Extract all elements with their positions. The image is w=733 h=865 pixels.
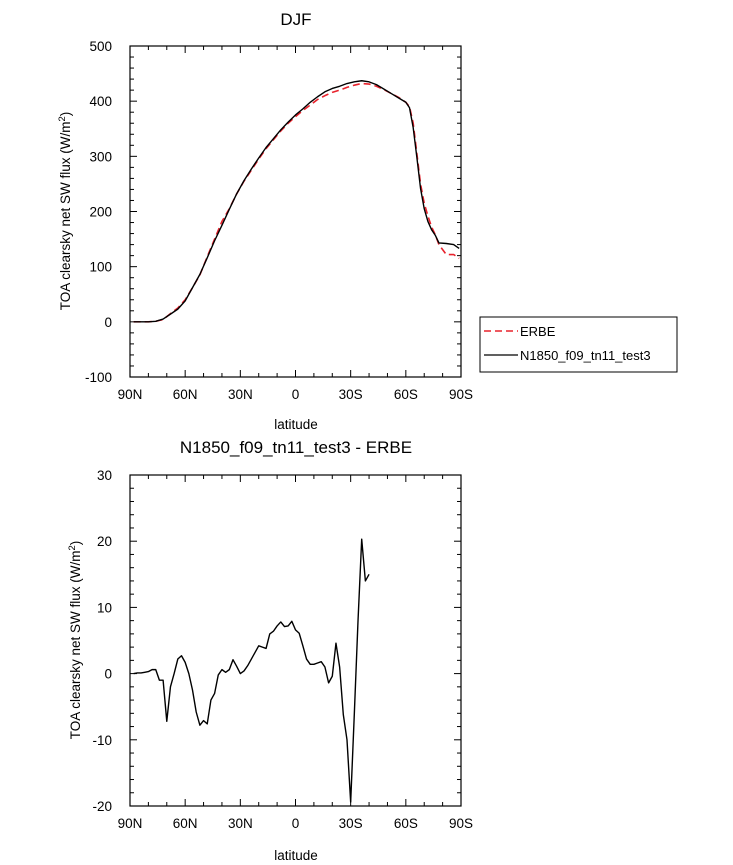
- bottom-x-tick-label: 60N: [173, 816, 198, 831]
- bottom-x-tick-label: 60S: [394, 816, 418, 831]
- bottom-chart-y-axis-label: TOA clearsky net SW flux (W/m2): [67, 541, 83, 740]
- top-plot-border: [129, 45, 462, 378]
- top-x-tick-label: 60N: [173, 387, 198, 402]
- bottom-chart-x-axis-label: latitude: [274, 848, 318, 863]
- top-x-tick-label: 0: [292, 387, 300, 402]
- bottom-x-tick-label: 30N: [228, 816, 253, 831]
- top-chart-series: [133, 80, 460, 323]
- legend-box: [479, 316, 678, 373]
- top-x-tick-label: 60S: [394, 387, 418, 402]
- top-y-tick-label: 500: [89, 39, 112, 54]
- top-y-tick-label: 100: [89, 260, 112, 275]
- top-x-tick-label: 30S: [339, 387, 363, 402]
- top-series-line-1: [133, 82, 460, 323]
- legend: ERBE N1850_f09_tn11_test3: [479, 316, 678, 373]
- top-series-line-2: [133, 80, 460, 323]
- bottom-y-tick-label: 0: [104, 667, 112, 682]
- bottom-y-tick-label: -20: [92, 799, 112, 814]
- top-chart-y-axis-label: TOA clearsky net SW flux (W/m2): [57, 112, 73, 311]
- bottom-x-tick-label: 0: [292, 816, 300, 831]
- bottom-x-tick-label: 90S: [449, 816, 473, 831]
- bottom-chart-frame: 90N 60N 30N 0 30S 60S 90S -20 -10 0 10 20 30: [92, 468, 473, 831]
- bottom-chart-title: N1850_f09_tn11_test3 - ERBE: [180, 438, 412, 457]
- bottom-chart-panel: N1850_f09_tn11_test3 - ERBE 90N 60N 30N 0 30…: [67, 438, 473, 863]
- top-y-tick-label: -100: [85, 370, 112, 385]
- top-y-tick-label: 200: [89, 205, 112, 220]
- top-x-tick-label: 30N: [228, 387, 253, 402]
- top-y-tick-label: 400: [89, 94, 112, 109]
- top-x-tick-label: 90S: [449, 387, 473, 402]
- bottom-plot-border: [129, 474, 462, 807]
- bottom-y-tick-label: 20: [97, 534, 112, 549]
- top-chart-panel: DJF 90N 60N 30N 0 30S 60S 90S -100 0 100 200 300 400…: [57, 10, 473, 432]
- bottom-y-tick-label: 10: [97, 600, 112, 615]
- bottom-y-tick-label: 30: [97, 468, 112, 483]
- legend-erbe-label: ERBE: [520, 324, 556, 339]
- top-chart-title: DJF: [280, 10, 311, 29]
- top-chart-x-axis-label: latitude: [274, 417, 318, 432]
- top-x-tick-label: 90N: [118, 387, 143, 402]
- legend-model-label: N1850_f09_tn11_test3: [520, 348, 651, 363]
- bottom-series-line-1: [133, 538, 370, 803]
- bottom-chart-series: [133, 538, 370, 803]
- bottom-x-tick-label: 90N: [118, 816, 143, 831]
- bottom-y-tick-label: -10: [92, 733, 112, 748]
- bottom-x-tick-label: 30S: [339, 816, 363, 831]
- top-y-tick-label: 300: [89, 149, 112, 164]
- top-chart-frame: 90N 60N 30N 0 30S 60S 90S -100 0 100 200 300 400 500: [85, 39, 473, 402]
- top-y-tick-label: 0: [104, 315, 112, 330]
